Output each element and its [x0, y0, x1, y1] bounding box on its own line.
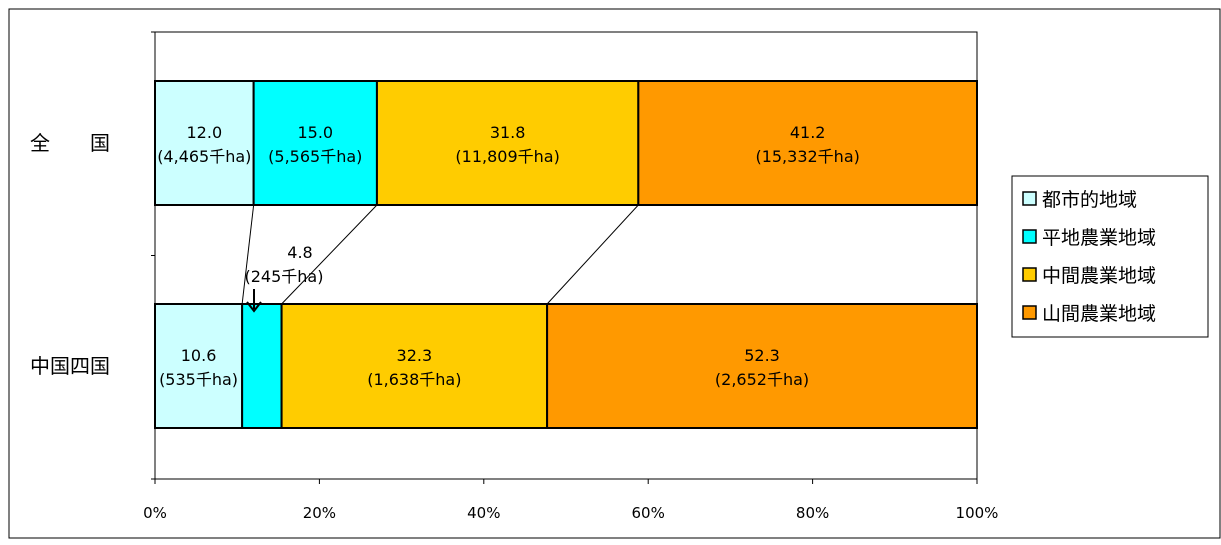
- bar-segment: [252, 80, 378, 206]
- bar-segment: [241, 303, 283, 429]
- data-label-area: (2,652千ha): [715, 370, 809, 389]
- bar-segment: [154, 303, 244, 429]
- x-tick-label: 20%: [303, 504, 336, 522]
- x-tick-label: 60%: [632, 504, 665, 522]
- data-label-area: (15,332千ha): [755, 147, 859, 166]
- bar-segment: [154, 80, 255, 206]
- legend-label: 都市的地域: [1042, 189, 1137, 211]
- data-label-value: 31.8: [490, 123, 526, 142]
- category-label: 全 国: [30, 131, 110, 155]
- x-tick-label: 80%: [796, 504, 829, 522]
- legend-label: 平地農業地域: [1042, 227, 1156, 249]
- series-connector-line: [546, 204, 639, 305]
- legend-label: 中間農業地域: [1042, 265, 1156, 287]
- data-label-area: (4,465千ha): [157, 147, 251, 166]
- data-label-value: 52.3: [744, 346, 780, 365]
- x-tick-label: 0%: [143, 504, 167, 522]
- data-label-value: 4.8: [287, 243, 312, 262]
- legend-swatch: [1022, 267, 1037, 282]
- legend-label: 山間農業地域: [1042, 303, 1156, 325]
- data-label-value: 10.6: [181, 346, 217, 365]
- pointer-arrow-head: [246, 301, 262, 313]
- data-label-area: (5,565千ha): [268, 147, 362, 166]
- legend-swatch: [1022, 305, 1037, 320]
- category-label: 中国四国: [30, 354, 110, 378]
- legend-swatch: [1022, 191, 1037, 206]
- x-tick-label: 40%: [467, 504, 500, 522]
- legend-swatch: [1022, 229, 1037, 244]
- data-label-value: 12.0: [187, 123, 223, 142]
- legend-box: [1011, 175, 1209, 338]
- bar-segment: [546, 303, 978, 429]
- data-label-value: 15.0: [297, 123, 333, 142]
- bar-segment: [637, 80, 978, 206]
- series-connector-line: [281, 204, 378, 305]
- data-label-area: (1,638千ha): [367, 370, 461, 389]
- series-connector-line: [241, 204, 255, 305]
- data-label-area: (11,809千ha): [455, 147, 559, 166]
- bar-segment: [280, 303, 549, 429]
- bar-segment: [375, 80, 640, 206]
- x-tick-label: 100%: [956, 504, 999, 522]
- data-label-value: 32.3: [397, 346, 433, 365]
- data-label-area: (535千ha): [159, 370, 238, 389]
- data-label-area: (245千ha): [245, 267, 324, 286]
- data-label-value: 41.2: [790, 123, 826, 142]
